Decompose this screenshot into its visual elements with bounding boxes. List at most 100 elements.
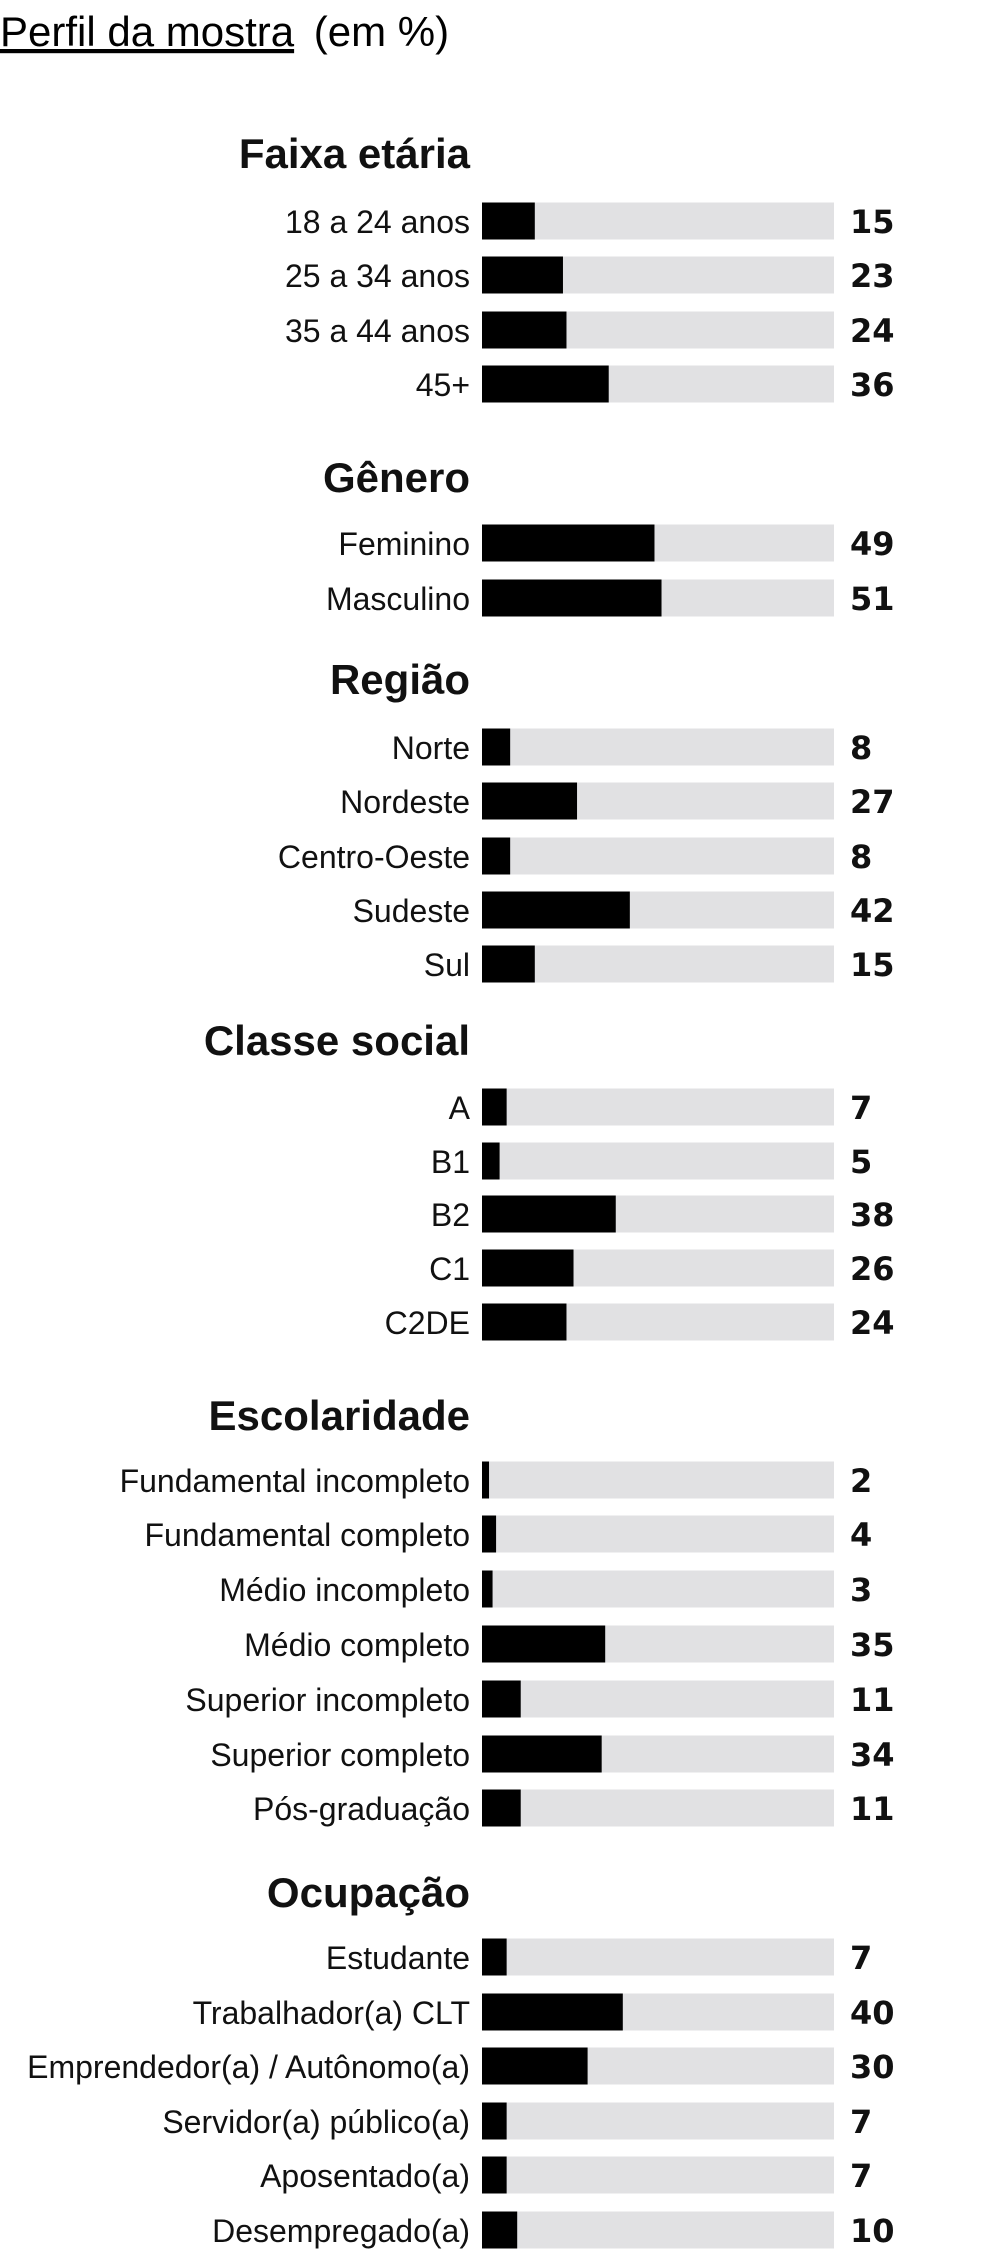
value-label: 10 — [850, 2212, 895, 2250]
value-label: 11 — [850, 1790, 895, 1828]
bar — [482, 1088, 507, 1126]
value-label: 49 — [850, 525, 895, 563]
bar — [482, 891, 630, 929]
bar-track — [482, 1142, 834, 1180]
bar — [482, 256, 563, 294]
value-label: 2 — [850, 1462, 872, 1500]
category-label: Sudeste — [353, 893, 470, 929]
category-label: Aposentado(a) — [260, 2158, 470, 2194]
value-label: 26 — [850, 1250, 895, 1288]
category-label: B1 — [431, 1144, 470, 1180]
value-label: 15 — [850, 203, 895, 241]
category-label: Trabalhador(a) CLT — [193, 1995, 470, 2031]
value-label: 3 — [850, 1571, 872, 1609]
value-label: 7 — [850, 2157, 872, 2195]
bar — [482, 1461, 490, 1499]
bar — [482, 2102, 507, 2140]
category-label: Fundamental incompleto — [120, 1463, 470, 1499]
bar — [482, 1993, 623, 2031]
bar-track — [482, 1515, 834, 1553]
bar — [482, 1938, 507, 1976]
bar — [482, 1515, 497, 1553]
value-label: 42 — [850, 892, 895, 930]
category-label: Superior completo — [210, 1737, 470, 1773]
bar-track — [482, 1680, 834, 1718]
category-label: Estudante — [326, 1940, 470, 1976]
group-heading: Região — [330, 656, 470, 703]
bar-track — [482, 1088, 834, 1126]
category-label: Norte — [392, 730, 470, 766]
value-label: 7 — [850, 2103, 872, 2141]
group-heading: Ocupação — [267, 1869, 470, 1916]
category-label: Centro-Oeste — [278, 839, 470, 875]
category-label: Feminino — [338, 526, 470, 562]
chart-title: Perfil da mostra (em %) — [0, 8, 449, 55]
bar-track — [482, 2156, 834, 2194]
bar-track — [482, 2102, 834, 2140]
chart-subtitle: (em %) — [314, 8, 449, 55]
category-label: Médio incompleto — [219, 1572, 470, 1608]
value-label: 40 — [850, 1994, 895, 2032]
bar-track — [482, 1461, 834, 1499]
bar — [482, 1303, 567, 1341]
category-label: A — [449, 1090, 471, 1126]
value-label: 11 — [850, 1681, 895, 1719]
bar-track — [482, 837, 834, 875]
bar — [482, 311, 567, 349]
group-heading: Escolaridade — [209, 1392, 470, 1439]
bar — [482, 202, 535, 240]
bar — [482, 1680, 521, 1718]
value-label: 7 — [850, 1089, 872, 1127]
category-label: C2DE — [385, 1305, 470, 1341]
bar — [482, 728, 511, 766]
category-label: Médio completo — [244, 1627, 470, 1663]
value-label: 27 — [850, 783, 895, 821]
bar-track — [482, 945, 834, 983]
category-label: Superior incompleto — [185, 1682, 470, 1718]
bar-track — [482, 1938, 834, 1976]
value-label: 5 — [850, 1143, 872, 1181]
bar — [482, 1735, 602, 1773]
value-label: 23 — [850, 257, 895, 295]
bar — [482, 2156, 507, 2194]
category-label: Desempregado(a) — [212, 2213, 470, 2249]
bar — [482, 579, 662, 617]
bar — [482, 2211, 518, 2249]
bar-track — [482, 202, 834, 240]
bar — [482, 1249, 574, 1287]
group-heading: Classe social — [204, 1017, 470, 1064]
category-label: 18 a 24 anos — [285, 204, 470, 240]
value-label: 15 — [850, 946, 895, 984]
value-label: 34 — [850, 1736, 895, 1774]
bar — [482, 524, 655, 562]
value-label: 35 — [850, 1626, 895, 1664]
category-label: 25 a 34 anos — [285, 258, 470, 294]
value-label: 36 — [850, 366, 895, 404]
bar — [482, 2047, 588, 2085]
category-label: Pós-graduação — [253, 1791, 470, 1827]
bar — [482, 782, 578, 820]
bar-track — [482, 728, 834, 766]
category-label: 45+ — [416, 367, 470, 403]
value-label: 38 — [850, 1196, 895, 1234]
bar — [482, 365, 609, 403]
bar — [482, 1625, 606, 1663]
value-label: 4 — [850, 1516, 872, 1554]
value-label: 7 — [850, 1939, 872, 1977]
value-label: 24 — [850, 312, 895, 350]
group-heading: Faixa etária — [239, 130, 471, 177]
category-label: Servidor(a) público(a) — [162, 2104, 470, 2140]
bar-track — [482, 2211, 834, 2249]
category-label: Emprendedor(a) / Autônomo(a) — [27, 2049, 470, 2085]
group-heading: Gênero — [323, 454, 470, 501]
category-label: Masculino — [326, 581, 470, 617]
bar-track — [482, 1789, 834, 1827]
value-label: 30 — [850, 2048, 895, 2086]
chart-title-main: Perfil da mostra — [0, 8, 295, 55]
category-label: Sul — [424, 947, 470, 983]
category-label: Nordeste — [340, 784, 470, 820]
value-label: 51 — [850, 580, 895, 618]
value-label: 24 — [850, 1304, 895, 1342]
